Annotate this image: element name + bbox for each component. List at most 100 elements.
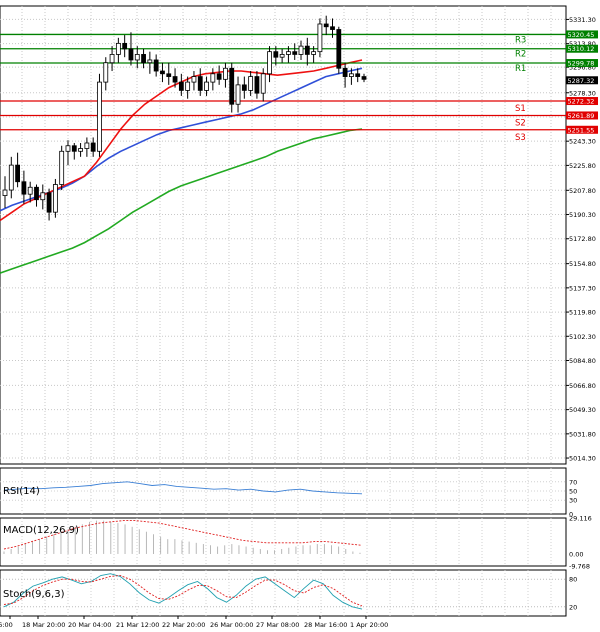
- level-price-label: 5272.32: [568, 98, 595, 106]
- candle: [223, 67, 228, 80]
- x-tick-label: 22 Mar 20:00: [162, 621, 205, 629]
- candle: [15, 164, 20, 183]
- level-label-r3: R3: [515, 35, 526, 45]
- stoch-label: Stoch(9,6,3): [3, 589, 65, 600]
- level-price-tag: [566, 111, 598, 120]
- price-tick-label: 5331.30: [569, 16, 596, 24]
- candle: [40, 192, 46, 201]
- price-tick-label: 5031.80: [569, 430, 596, 438]
- candle: [97, 81, 102, 152]
- candle: [27, 186, 33, 195]
- level-price-label: 5320.45: [568, 31, 595, 39]
- price-tick-label: 5207.80: [569, 187, 596, 195]
- candle: [78, 148, 83, 152]
- candle: [197, 76, 203, 91]
- candle: [204, 81, 209, 91]
- price-tick-label: 5243.30: [569, 138, 596, 146]
- stoch-d-line: [3, 575, 363, 607]
- price-tick-label: 5049.30: [569, 406, 596, 414]
- stoch-tick-label: 80: [569, 576, 577, 584]
- candle: [153, 59, 159, 72]
- macd-label: MACD(12,26,9): [3, 525, 79, 536]
- macd-panel: 29.116 0.00 -9.768 MACD(12,26,9): [0, 515, 592, 571]
- candle: [216, 73, 222, 80]
- candle: [160, 70, 165, 75]
- stoch-frame: [0, 569, 567, 617]
- level-price-tag: [566, 125, 598, 134]
- level-price-tag: [566, 30, 598, 39]
- candle: [260, 73, 266, 94]
- candle: [336, 29, 342, 69]
- rsi-tick-label: 0: [569, 511, 573, 519]
- candle: [254, 76, 260, 94]
- level-price-tag: [566, 97, 598, 106]
- level-label-s1: S1: [515, 104, 526, 114]
- candle: [304, 45, 310, 55]
- rsi-tick-label: 30: [569, 497, 577, 505]
- candle: [330, 26, 335, 30]
- rsi-line: [3, 481, 363, 495]
- candle: [286, 51, 291, 55]
- x-tick-label: 26 Mar 00:00: [210, 621, 253, 629]
- x-tick-label: 28 Mar 16:00: [304, 621, 347, 629]
- ma-line-green: [0, 128, 363, 274]
- candle: [84, 142, 90, 149]
- price-tick-label: 5102.30: [569, 333, 596, 341]
- stoch-k-line: [3, 573, 363, 610]
- price-tick-label: 5296.80: [569, 64, 596, 72]
- candle: [210, 73, 216, 83]
- level-price-tag: [566, 59, 598, 68]
- price-tick-label: 5190.30: [569, 211, 596, 219]
- candle: [342, 67, 348, 77]
- price-tick-label: 5084.80: [569, 357, 596, 365]
- candle: [361, 76, 367, 80]
- candle: [109, 54, 115, 64]
- candle: [103, 62, 109, 83]
- x-tick-label: 20 Mar 04:00: [68, 621, 111, 629]
- candle: [34, 186, 39, 201]
- candle: [311, 51, 317, 55]
- level-price-label: 5310.12: [568, 45, 595, 53]
- price-tick-label: 5137.30: [569, 284, 596, 292]
- last-price-tag: [566, 76, 598, 85]
- price-tick-label: 5014.30: [569, 455, 596, 463]
- candle: [46, 192, 52, 213]
- candle: [279, 54, 285, 58]
- candle: [241, 84, 247, 91]
- ma-line-blue: [0, 67, 363, 212]
- candle: [52, 184, 58, 213]
- candle: [178, 81, 184, 91]
- x-tick-label: 16:00: [0, 621, 13, 629]
- price-tick-label: 5172.80: [569, 235, 596, 243]
- stoch-panel: 80 20 Stoch(9,6,3): [0, 569, 577, 617]
- candle: [185, 81, 191, 91]
- price-plot-frame: [0, 5, 567, 465]
- price-tick-label: 5313.80: [569, 40, 596, 48]
- candle: [90, 142, 96, 152]
- candle: [141, 54, 146, 64]
- candle: [147, 59, 153, 64]
- candle: [317, 23, 323, 53]
- level-price-label: 5251.55: [568, 126, 595, 134]
- x-tick-label: 27 Mar 08:00: [256, 621, 299, 629]
- rsi-tick-label: 70: [569, 478, 577, 486]
- rsi-label: RSI(14): [3, 486, 40, 497]
- last-price-label: 5287.32: [568, 77, 595, 85]
- candle: [355, 73, 361, 77]
- candle: [21, 181, 27, 195]
- candle: [122, 42, 128, 50]
- level-label-s3: S3: [515, 133, 526, 143]
- level-label-r1: R1: [515, 64, 526, 74]
- candle: [128, 48, 134, 61]
- candle: [292, 51, 298, 55]
- candle: [2, 189, 8, 196]
- candle: [298, 45, 304, 55]
- price-tick-label: 5066.80: [569, 382, 596, 390]
- price-tick-label: 5225.80: [569, 162, 596, 170]
- macd-signal-line: [3, 520, 363, 550]
- level-label-s2: S2: [515, 118, 526, 128]
- macd-tick-label: 0.00: [569, 550, 583, 558]
- level-price-tag: [566, 44, 598, 53]
